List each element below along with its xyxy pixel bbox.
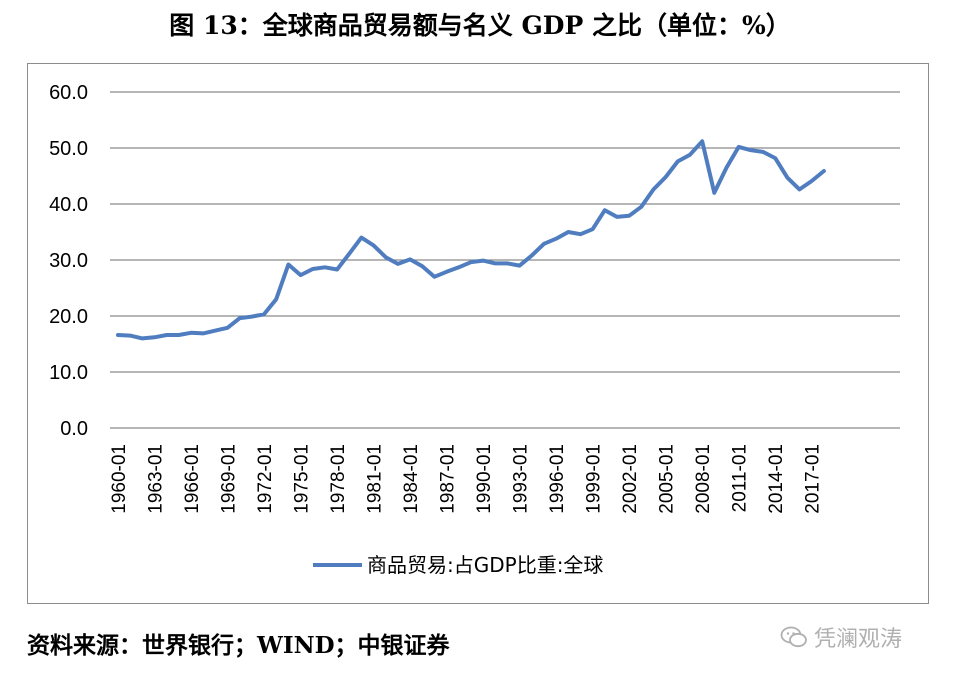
x-tick-label: 1996-01 <box>547 444 568 514</box>
y-tick-label: 40.0 <box>49 194 88 216</box>
y-tick-label: 0.0 <box>60 418 88 440</box>
x-tick-label: 1966-01 <box>182 444 203 514</box>
source-note: 资料来源：世界银行；WIND；中银证券 <box>27 632 450 659</box>
wechat-icon <box>780 626 808 648</box>
x-tick-label: 1999-01 <box>584 444 605 514</box>
x-tick-label: 2017-01 <box>803 444 824 514</box>
y-tick-label: 50.0 <box>49 138 88 160</box>
x-tick-label: 1975-01 <box>292 444 313 514</box>
y-tick-label: 30.0 <box>49 250 88 272</box>
x-tick-label: 2011-01 <box>730 444 751 512</box>
x-tick-label: 1993-01 <box>511 444 532 514</box>
x-tick-label: 1984-01 <box>401 444 422 514</box>
y-tick-label: 20.0 <box>49 306 88 328</box>
x-tick-label: 1972-01 <box>255 444 276 514</box>
x-tick-label: 2002-01 <box>620 444 641 514</box>
y-tick-label: 10.0 <box>49 362 88 384</box>
x-tick-label: 1981-01 <box>365 444 386 514</box>
x-tick-label: 1963-01 <box>146 444 167 514</box>
chart-frame <box>27 63 929 604</box>
x-tick-label: 1990-01 <box>474 444 495 514</box>
x-tick-label: 1987-01 <box>438 444 459 514</box>
x-tick-label: 1969-01 <box>219 444 240 514</box>
x-tick-label: 2005-01 <box>657 444 678 514</box>
x-tick-label: 1978-01 <box>328 444 349 514</box>
x-tick-label: 2008-01 <box>693 444 714 514</box>
x-tick-label: 1960-01 <box>109 444 130 514</box>
series-line <box>116 139 826 341</box>
watermark: 凭澜观涛 <box>780 622 930 652</box>
legend-label: 商品贸易:占GDP比重:全球 <box>367 553 603 577</box>
chart-title: 图 13：全球商品贸易额与名义 GDP 之比（单位：%） <box>169 11 791 40</box>
watermark-text: 凭澜观涛 <box>814 627 903 652</box>
x-tick-label: 2014-01 <box>766 444 787 514</box>
y-tick-label: 60.0 <box>49 82 88 104</box>
